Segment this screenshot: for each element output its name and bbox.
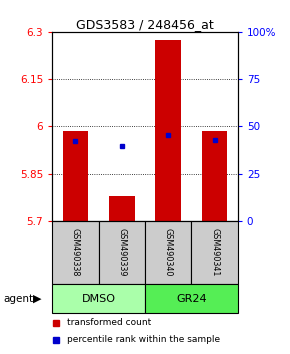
Text: GSM490341: GSM490341	[210, 228, 219, 276]
Bar	[145, 284, 238, 313]
Bar	[145, 221, 191, 284]
Bar	[202, 131, 227, 221]
Bar	[52, 284, 145, 313]
Text: GSM490339: GSM490339	[117, 228, 126, 277]
Bar	[191, 221, 238, 284]
Text: DMSO: DMSO	[81, 293, 116, 304]
Text: transformed count: transformed count	[67, 318, 151, 327]
Bar	[109, 196, 135, 221]
Bar	[155, 40, 181, 221]
Text: agent: agent	[3, 293, 33, 304]
Bar	[52, 221, 99, 284]
Bar	[63, 131, 88, 221]
Text: ▶: ▶	[33, 293, 42, 304]
Bar	[99, 221, 145, 284]
Text: percentile rank within the sample: percentile rank within the sample	[67, 335, 220, 344]
Text: GR24: GR24	[176, 293, 207, 304]
Text: GSM490340: GSM490340	[164, 228, 173, 276]
Text: GSM490338: GSM490338	[71, 228, 80, 276]
Title: GDS3583 / 248456_at: GDS3583 / 248456_at	[76, 18, 214, 31]
